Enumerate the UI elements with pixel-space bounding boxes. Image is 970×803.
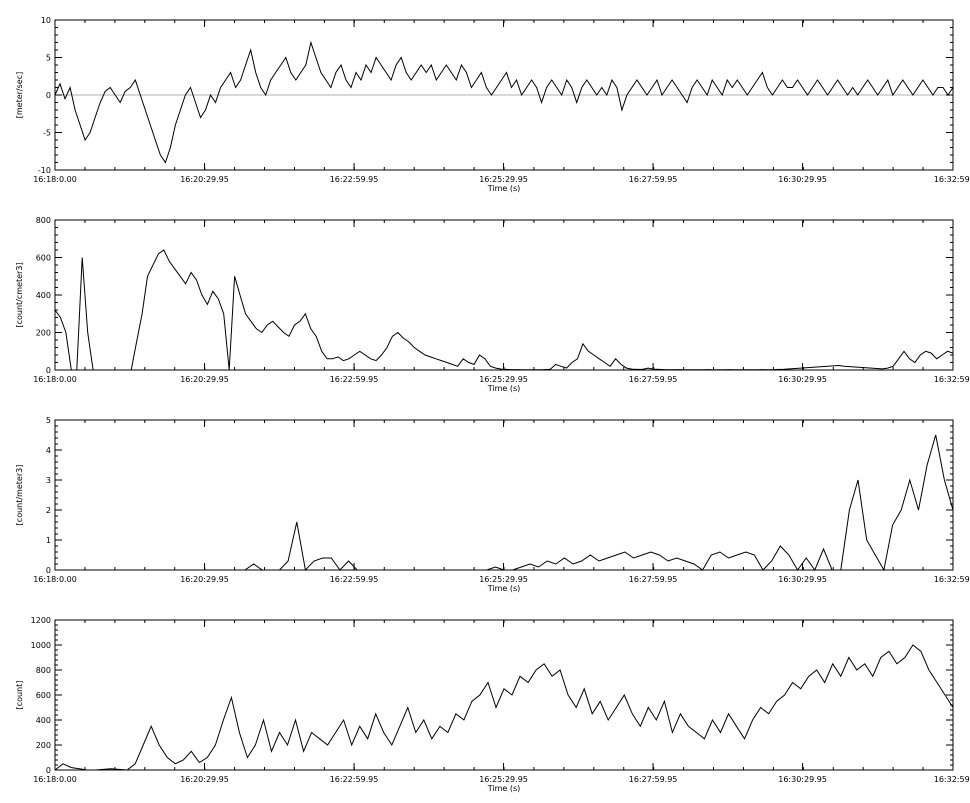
x-tick-label: 16:30:29.95	[778, 775, 827, 784]
plot-frame	[54, 619, 954, 771]
x-tick-label: 16:22:59.95	[330, 775, 379, 784]
x-tick-label: 16:20:29.95	[180, 575, 229, 584]
chart-panel-1: -10 -5 0 5 10 16:18:0.00 16:20:29.95 16:22:59.9…	[15, 16, 970, 193]
y-axis-label: [meter/sec]	[15, 72, 24, 119]
x-tick-label: 16:22:59.95	[330, 175, 379, 184]
x-tick-label: 16:27:59.95	[629, 775, 678, 784]
y-tick-label: 800	[36, 666, 51, 675]
y-tick-label: 10	[41, 16, 51, 25]
series-line-1	[54, 40, 954, 164]
x-tick-label: 16:30:29.95	[778, 175, 827, 184]
x-tick-label: 16:18:0.00	[33, 375, 77, 384]
y-tick-label: 5	[46, 416, 51, 425]
x-tick-label: 16:20:29.95	[180, 375, 229, 384]
y-tick-label: 0	[46, 366, 51, 375]
x-tick-label: 16:25:29.95	[479, 775, 528, 784]
x-tick-label: 16:32:59.	[934, 575, 970, 584]
x-tick-label: 16:25:29.95	[479, 575, 528, 584]
x-tick-label: 16:30:29.95	[778, 575, 827, 584]
y-tick-label: 200	[36, 741, 51, 750]
y-tick-label: 0	[46, 91, 51, 100]
y-axis-label: [count/cmeter3]	[15, 262, 24, 327]
y-tick-label: -5	[43, 129, 51, 138]
x-axis-label: Time (s)	[487, 184, 521, 193]
y-axis-label: [count/meter3]	[15, 465, 24, 526]
plot-frame	[54, 219, 954, 371]
x-tick-label: 16:32:59.	[934, 375, 970, 384]
y-axis-label: [count]	[15, 681, 24, 710]
chart-panel-2: 0 200 400 600 800 16:18:0.00 16:20:29.95 16:22:…	[15, 216, 970, 393]
x-tick-label: 16:25:29.95	[479, 175, 528, 184]
x-tick-label: 16:27:59.95	[629, 375, 678, 384]
series-line-1	[55, 434, 954, 572]
x-tick-label: 16:32:59.	[934, 775, 970, 784]
y-tick-label: 600	[36, 254, 51, 263]
series-line-1	[54, 644, 954, 771]
chart-panel-3: 0 1 2 3 4 5 16:18:0.00 16:20:29.95 16:22:59.95 16…	[15, 416, 970, 593]
x-axis-label: Time (s)	[487, 384, 521, 393]
x-tick-label: 16:18:0.00	[33, 575, 77, 584]
y-tick-label: 2	[46, 506, 51, 515]
y-tick-label: 400	[36, 716, 51, 725]
y-tick-label: 1200	[31, 616, 51, 625]
y-tick-label: 5	[46, 54, 51, 63]
y-tick-label: 1000	[31, 641, 51, 650]
plot-frame	[54, 419, 954, 571]
x-axis-label: Time (s)	[487, 584, 521, 593]
y-tick-label: 200	[36, 329, 51, 338]
y-tick-label: 1	[46, 536, 51, 545]
y-tick-label: 4	[46, 446, 51, 455]
x-tick-label: 16:32:59.	[934, 175, 970, 184]
x-tick-label: 16:22:59.95	[330, 375, 379, 384]
x-tick-label: 16:22:59.95	[330, 575, 379, 584]
x-tick-label: 16:20:29.95	[180, 175, 229, 184]
x-tick-label: 16:27:59.95	[629, 575, 678, 584]
x-tick-label: 16:18:0.00	[33, 175, 77, 184]
x-tick-label: 16:18:0.00	[33, 775, 77, 784]
y-tick-label: -10	[38, 166, 51, 175]
y-tick-label: 0	[46, 766, 51, 775]
y-tick-label: 600	[36, 691, 51, 700]
y-tick-label: 0	[46, 566, 51, 575]
x-axis-label: Time (s)	[487, 784, 521, 793]
y-tick-label: 3	[46, 476, 51, 485]
y-tick-label: 400	[36, 291, 51, 300]
x-tick-label: 16:27:59.95	[629, 175, 678, 184]
chart-panel-4: 0 200 400 600 800 1000 1200 16:18:0.00 16:20:29.…	[15, 616, 970, 793]
x-tick-label: 16:30:29.95	[778, 375, 827, 384]
x-tick-label: 16:20:29.95	[180, 775, 229, 784]
y-tick-label: 800	[36, 216, 51, 225]
series-line-1	[54, 249, 954, 371]
x-tick-label: 16:25:29.95	[479, 375, 528, 384]
